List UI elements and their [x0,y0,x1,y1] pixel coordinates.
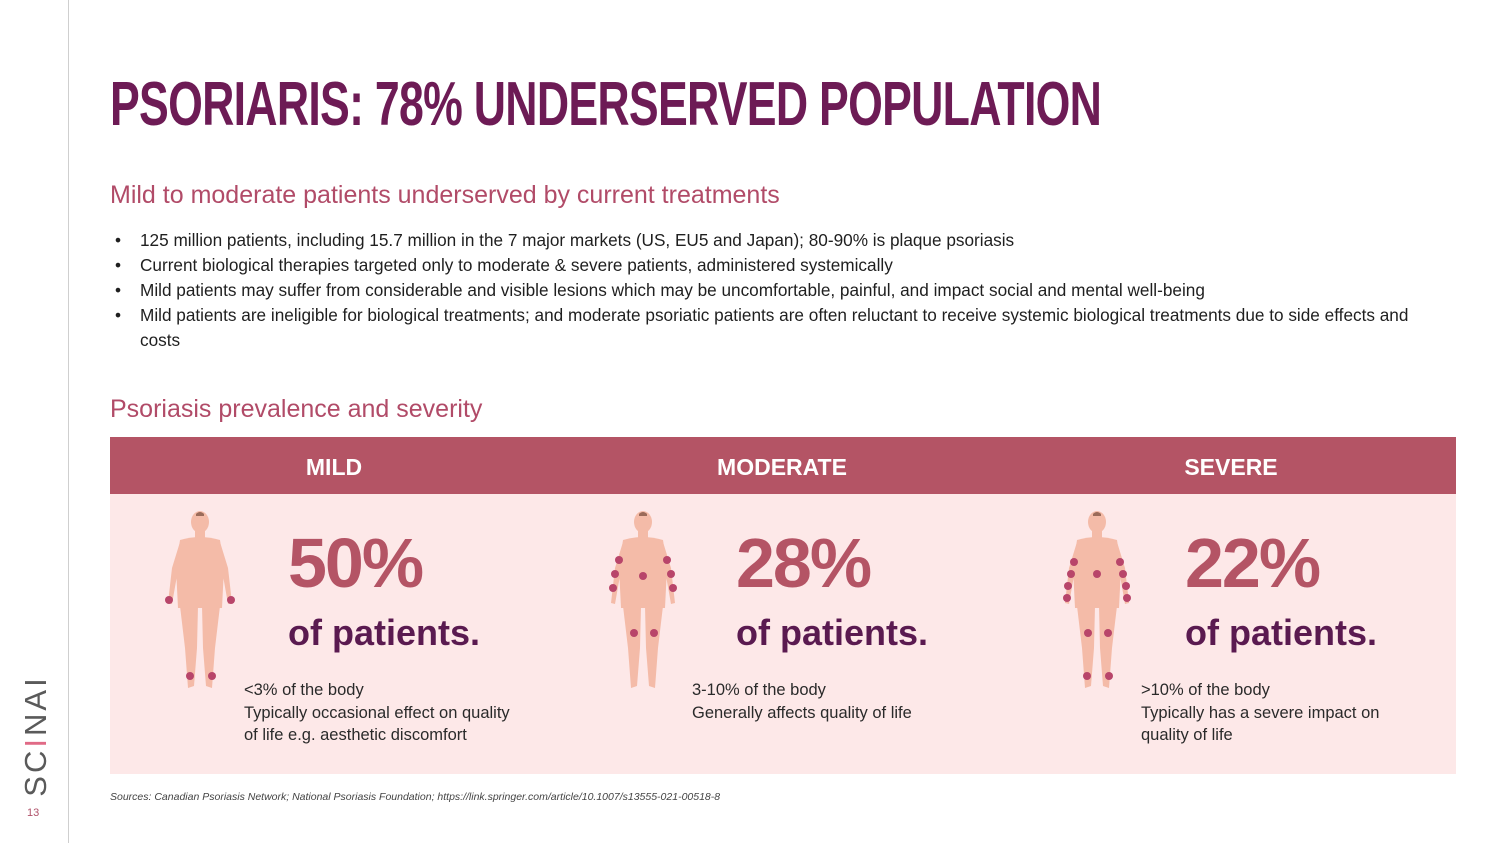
of-patients-mild: of patients. [288,612,481,653]
bullet-item: Mild patients may suffer from considerab… [110,278,1440,303]
body-figure-moderate-icon [609,511,677,688]
description-line: Typically has a severe impact on [1141,703,1380,722]
description-severe: >10% of the body Typically has a severe … [1141,679,1379,747]
description-line: Generally affects quality of life [692,703,912,722]
description-mild: <3% of the body Typically occasional eff… [244,679,510,747]
bullet-list: 125 million patients, including 15.7 mil… [110,228,1440,353]
left-divider-line [68,0,69,843]
severity-header-band: MILD MODERATE SEVERE [110,437,1456,494]
percent-moderate: 28% [736,524,872,602]
body-figure-mild-icon [165,511,235,688]
description-line: Typically occasional effect on quality [244,703,510,722]
description-line: <3% of the body [244,681,364,699]
page-title: PSORIARIS: 78% UNDERSERVED POPULATION [110,70,1102,139]
of-patients-severe: of patients. [1185,612,1378,653]
sources-footnote: Sources: Canadian Psoriasis Network; Nat… [110,791,721,803]
column-label-moderate: MODERATE [717,454,847,480]
bullet-item: Mild patients are ineligible for biologi… [110,303,1440,353]
description-line: of life e.g. aesthetic discomfort [244,726,467,744]
section-heading-prevalence: Psoriasis prevalence and severity [110,395,483,423]
description-moderate: 3-10% of the body Generally affects qual… [692,679,912,724]
description-line: >10% of the body [1141,681,1270,699]
section-heading-underserved: Mild to moderate patients underserved by… [110,181,780,209]
of-patients-moderate: of patients. [736,612,929,653]
severity-panel: 50% of patients. <3% of the body Typical… [110,494,1456,774]
column-label-severe: SEVERE [1184,454,1278,480]
scinai-logo: SC I NAI [18,675,53,797]
bullet-item: Current biological therapies targeted on… [110,253,1440,278]
percent-mild: 50% [288,524,424,602]
body-figure-severe-icon [1063,511,1131,688]
page-number: 13 [27,807,40,819]
percent-severe: 22% [1185,524,1321,602]
description-line: 3-10% of the body [692,681,826,699]
column-label-mild: MILD [305,454,363,480]
description-line: quality of life [1141,726,1233,744]
logo-accent-letter: I [18,735,53,748]
bullet-item: 125 million patients, including 15.7 mil… [110,228,1440,253]
